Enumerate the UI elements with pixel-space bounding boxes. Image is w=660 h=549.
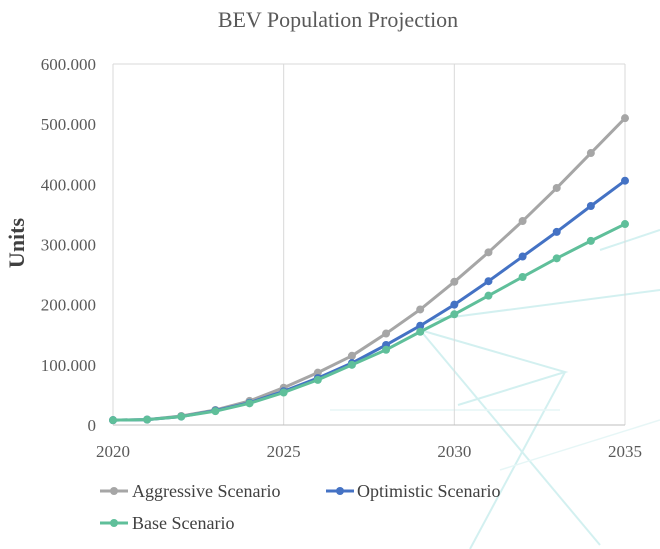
y-tick-label-0: 0	[88, 416, 97, 435]
x-tick-label-2: 2030	[437, 442, 471, 461]
data-point-0-10	[450, 277, 459, 286]
series-base-scenario	[109, 220, 629, 425]
y-axis-label: Units	[4, 218, 29, 269]
data-point-1-11	[484, 277, 493, 286]
data-point-1-12	[518, 252, 527, 261]
series-aggressive-scenario	[109, 114, 629, 425]
data-point-0-12	[518, 217, 527, 226]
data-point-2-5	[279, 388, 288, 397]
legend-item-optimistic: Optimistic Scenario	[326, 481, 500, 501]
data-point-1-14	[586, 201, 595, 210]
data-point-2-8	[382, 345, 391, 354]
data-point-1-15	[621, 176, 629, 185]
data-point-2-10	[450, 310, 459, 319]
series-line-1	[111, 179, 627, 422]
data-point-2-12	[518, 272, 527, 281]
legend-label-optimistic: Optimistic Scenario	[357, 481, 500, 501]
data-point-2-4	[245, 399, 254, 408]
grid	[112, 63, 626, 426]
y-tick-label-4: 400.000	[41, 175, 96, 194]
data-point-2-6	[313, 375, 322, 384]
data-point-1-9	[416, 321, 425, 330]
x-tick-label-1: 2025	[267, 442, 301, 461]
chart-title: BEV Population Projection	[218, 7, 458, 32]
legend: Aggressive Scenario Optimistic Scenario …	[100, 481, 500, 533]
data-point-0-15	[621, 114, 629, 123]
data-point-0-9	[416, 305, 425, 314]
y-tick-label-2: 200.000	[41, 296, 96, 315]
series-line-2	[111, 222, 627, 422]
data-point-2-7	[347, 360, 356, 369]
series-optimistic-scenario	[109, 176, 629, 425]
data-point-2-14	[586, 236, 595, 245]
legend-label-aggressive: Aggressive Scenario	[132, 481, 280, 501]
y-tick-label-3: 300.000	[41, 236, 96, 255]
y-tick-label-5: 500.000	[41, 115, 96, 134]
data-point-1-10	[450, 300, 459, 309]
legend-item-aggressive: Aggressive Scenario	[100, 481, 280, 501]
data-point-1-13	[552, 227, 561, 236]
data-point-0-14	[586, 149, 595, 158]
data-point-0-7	[347, 351, 356, 360]
data-point-2-1	[143, 415, 152, 424]
data-point-2-9	[416, 327, 425, 336]
background-decoration	[330, 229, 660, 549]
y-tick-label-6: 600.000	[41, 55, 96, 74]
series-group	[109, 114, 629, 425]
data-point-2-13	[552, 254, 561, 263]
x-tick-label-0: 2020	[96, 442, 130, 461]
y-axis-ticks: 0 100.000 200.000 300.000 400.000 500.000 600.…	[41, 55, 96, 435]
data-point-2-0	[109, 416, 117, 425]
legend-label-base: Base Scenario	[132, 513, 234, 533]
data-point-2-15	[621, 220, 629, 229]
x-axis-ticks: 2020 2025 2030 2035	[96, 442, 642, 461]
y-tick-label-1: 100.000	[41, 356, 96, 375]
data-point-0-8	[382, 329, 391, 338]
data-point-2-11	[484, 291, 493, 300]
legend-item-base: Base Scenario	[100, 513, 234, 533]
data-point-0-13	[552, 183, 561, 192]
data-point-2-2	[177, 412, 186, 421]
data-point-0-11	[484, 248, 493, 257]
series-line-0	[111, 116, 627, 422]
data-point-2-3	[211, 407, 220, 416]
x-tick-label-3: 2035	[608, 442, 642, 461]
